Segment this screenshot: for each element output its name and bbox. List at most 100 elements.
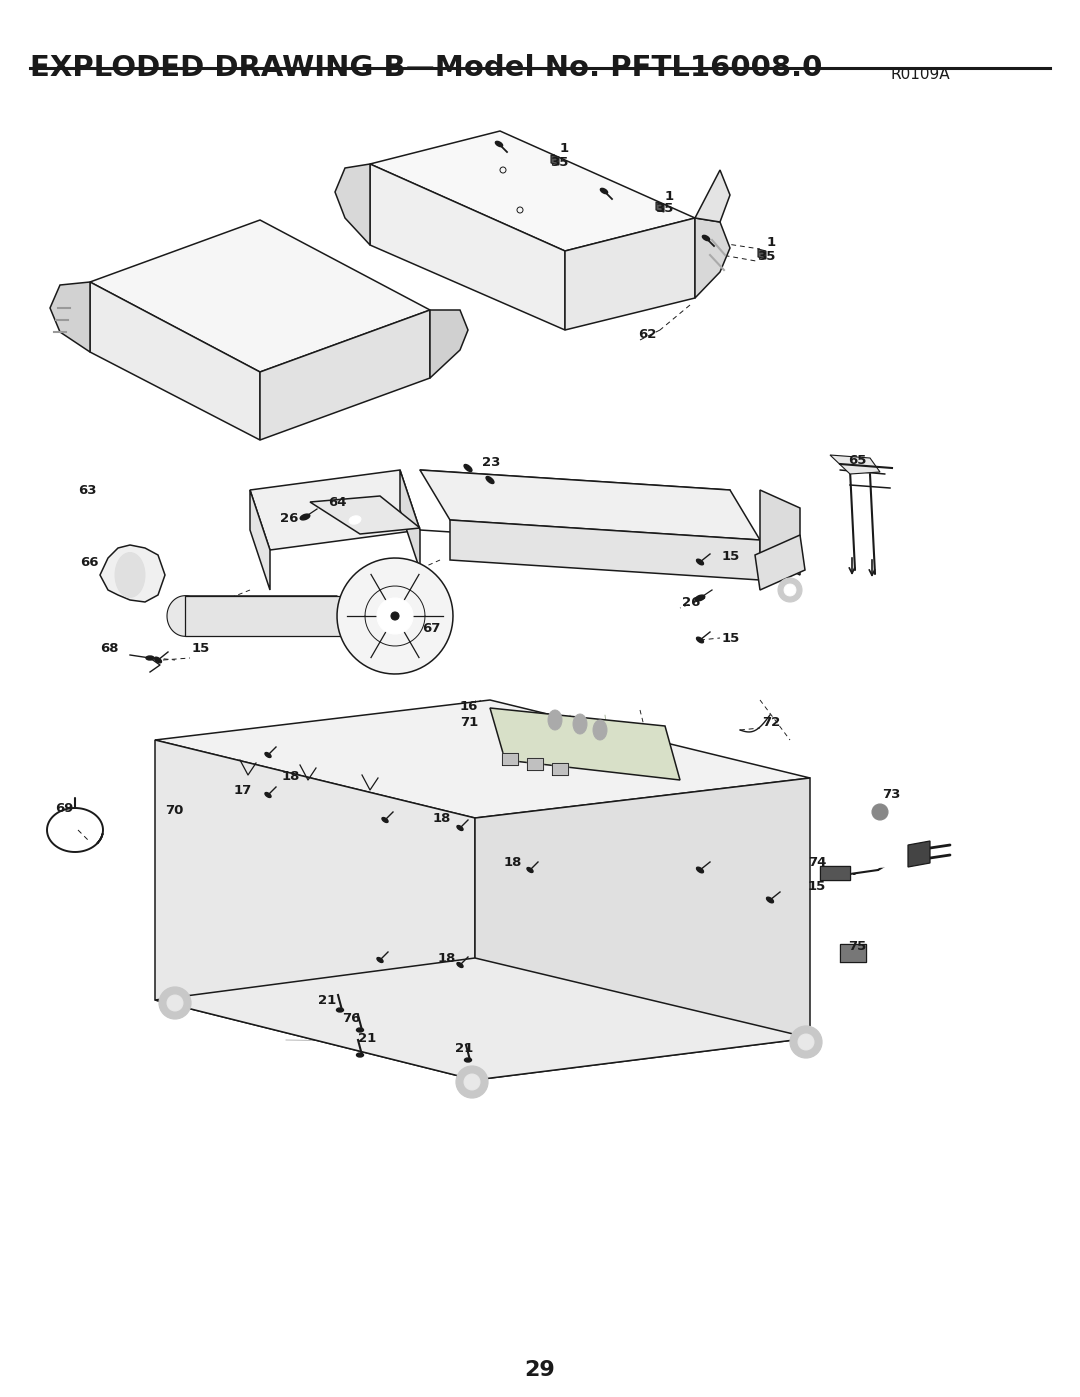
Ellipse shape [356,1028,364,1032]
Text: 26: 26 [280,511,298,524]
Polygon shape [490,708,680,780]
Text: 15: 15 [723,549,740,563]
Polygon shape [758,249,766,258]
Ellipse shape [464,464,472,472]
Text: 1: 1 [665,190,674,203]
Text: 65: 65 [848,454,866,467]
Polygon shape [156,700,810,819]
Circle shape [825,757,935,868]
Ellipse shape [702,235,710,240]
Polygon shape [831,455,880,474]
Circle shape [456,1066,488,1098]
Ellipse shape [696,595,705,601]
Ellipse shape [767,897,773,902]
Polygon shape [337,557,453,673]
Text: 1: 1 [561,142,569,155]
Ellipse shape [377,957,383,963]
Polygon shape [249,490,270,590]
Text: EXPLODED DRAWING B—Model No. PFTL16008.0: EXPLODED DRAWING B—Model No. PFTL16008.0 [30,54,822,82]
Circle shape [840,773,920,852]
Ellipse shape [300,514,310,520]
Polygon shape [156,740,475,1080]
Ellipse shape [697,559,703,564]
Polygon shape [565,218,696,330]
Bar [820,866,850,880]
Circle shape [778,578,802,602]
Polygon shape [50,282,90,352]
Polygon shape [335,163,370,244]
Text: 75: 75 [848,940,866,953]
Text: 15: 15 [192,641,211,655]
Ellipse shape [265,792,271,798]
Text: 15: 15 [808,880,826,893]
Text: 15: 15 [723,631,740,644]
Ellipse shape [382,817,388,823]
Text: 21: 21 [318,993,336,1006]
Text: 71: 71 [460,715,478,728]
Ellipse shape [593,719,607,740]
Ellipse shape [265,753,271,757]
Ellipse shape [600,189,608,194]
Text: 67: 67 [422,622,441,634]
Polygon shape [760,490,800,576]
Polygon shape [370,163,565,330]
Text: 70: 70 [165,803,184,816]
Text: 69: 69 [55,802,73,814]
Polygon shape [551,155,559,165]
Polygon shape [249,469,420,550]
Ellipse shape [457,826,463,830]
Text: R0109A: R0109A [890,67,949,82]
Polygon shape [260,310,430,440]
Text: 68: 68 [100,641,119,655]
Ellipse shape [337,1009,343,1011]
Polygon shape [430,310,468,379]
Text: 35: 35 [654,203,673,215]
Polygon shape [400,469,420,570]
Ellipse shape [548,710,562,731]
Ellipse shape [114,552,145,598]
Ellipse shape [349,515,361,524]
Polygon shape [475,778,810,1080]
Text: 23: 23 [482,455,500,468]
Text: 21: 21 [455,1042,473,1055]
Text: 66: 66 [80,556,98,569]
Ellipse shape [697,637,703,643]
Bar [552,763,568,775]
Text: 18: 18 [433,812,451,824]
Text: 26: 26 [681,595,700,609]
Text: 21: 21 [357,1031,376,1045]
Text: 18: 18 [438,951,457,964]
Polygon shape [310,496,420,534]
Bar [527,759,543,770]
Polygon shape [90,282,260,440]
Polygon shape [185,597,390,636]
Text: 62: 62 [638,328,657,341]
Text: 16: 16 [460,700,478,712]
Text: 18: 18 [282,770,300,782]
Circle shape [872,805,888,820]
Ellipse shape [573,714,588,733]
Ellipse shape [457,963,463,968]
Polygon shape [100,545,165,602]
Polygon shape [370,131,696,251]
Text: 29: 29 [525,1361,555,1380]
Text: 17: 17 [234,784,253,796]
Polygon shape [156,958,810,1080]
Circle shape [464,1074,480,1090]
Circle shape [789,1025,822,1058]
Polygon shape [420,469,760,541]
Text: 35: 35 [550,155,568,169]
Text: 64: 64 [328,496,347,509]
Circle shape [784,584,796,597]
Circle shape [384,606,405,626]
Text: 1: 1 [767,236,777,250]
Circle shape [159,988,191,1018]
Circle shape [377,598,413,634]
Circle shape [798,1034,814,1051]
Ellipse shape [496,141,502,147]
Bar [840,944,866,963]
Text: 63: 63 [78,483,96,496]
Ellipse shape [356,1053,364,1058]
Polygon shape [90,219,430,372]
Circle shape [167,995,183,1011]
